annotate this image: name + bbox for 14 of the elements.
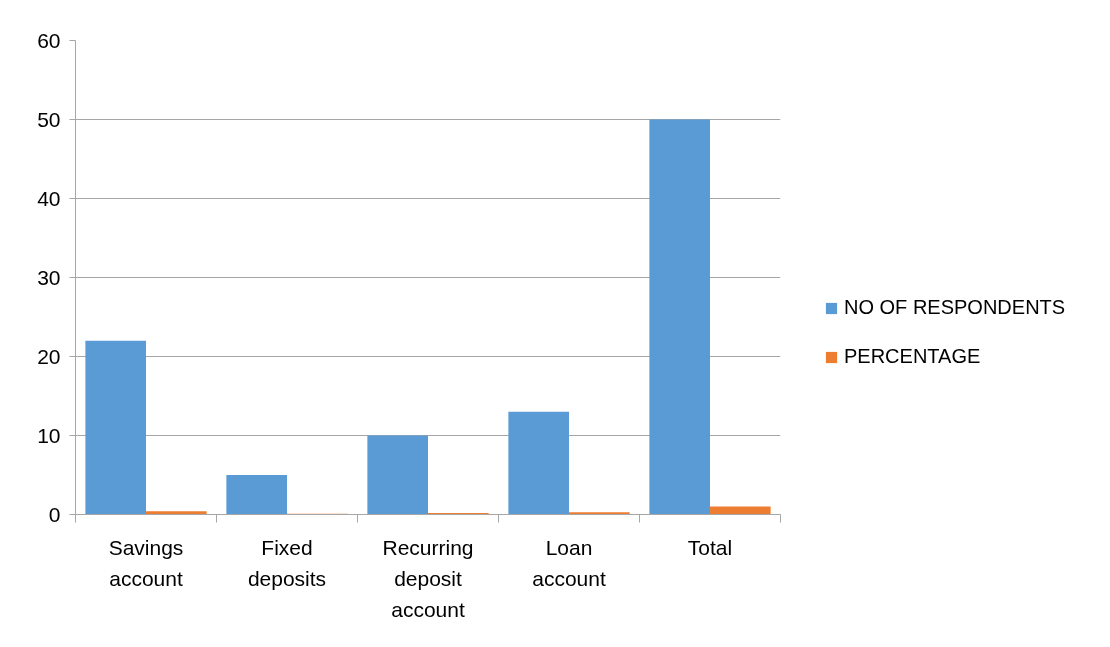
- y-tick-label: 60: [37, 28, 61, 52]
- y-tick-label: 30: [37, 265, 61, 289]
- y-tick-label: 50: [37, 107, 61, 131]
- y-tick-label: 10: [37, 423, 61, 447]
- x-tick-label: Fixed deposits: [247, 535, 327, 590]
- legend-label: NO OF RESPONDENTS: [844, 296, 1066, 319]
- y-tick-label: 40: [37, 186, 61, 210]
- x-tick-label: Recurring deposit account: [382, 535, 474, 621]
- y-tick-label: 0: [48, 502, 61, 526]
- y-tick-label: 20: [37, 344, 61, 368]
- x-tick-label: Loan account: [532, 535, 606, 590]
- x-tick-label: Total: [687, 535, 733, 559]
- legend-label: PERCENTAGE: [844, 345, 981, 368]
- x-tick-label: Savings account: [108, 535, 184, 590]
